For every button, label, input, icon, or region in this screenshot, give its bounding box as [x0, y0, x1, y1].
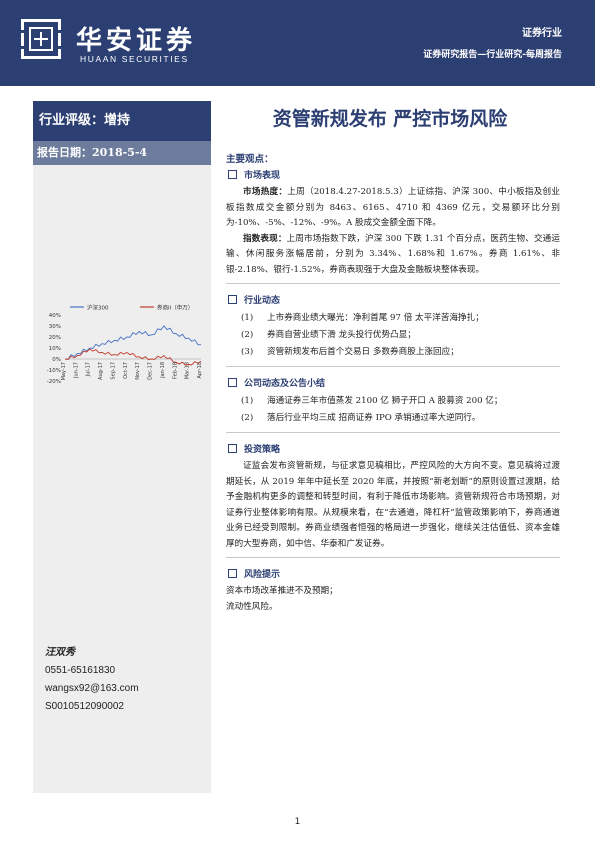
checkbox-square-icon	[228, 569, 237, 578]
series-line	[64, 348, 202, 366]
x-tick-label: Dec-17	[148, 362, 154, 380]
x-tick-label: Jul-17	[86, 362, 92, 377]
y-tick-label: -20%	[47, 379, 61, 385]
list-item: (1) 海通证券三年市值蒸发 2100 亿 狮子开口 A 股募资 200 亿；	[241, 396, 503, 406]
divider	[226, 557, 560, 558]
author-block: 汪双秀 0551-65161830 wangsx92@163.com S0010…	[45, 644, 139, 716]
section-company-heading: 公司动态及公告小结	[228, 376, 560, 389]
report-type: 证券研究报告—行业研究-每周报告	[423, 50, 562, 60]
y-tick-label: 40%	[49, 313, 61, 319]
chart-y-axis: 40% 30% 20% 10% 0% -10% -20%	[47, 313, 201, 385]
x-tick-label: Apr-18	[197, 362, 203, 379]
divider	[226, 366, 560, 367]
para-text: 上周（2018.4.27-2018.5.3）上证综指、沪深 300、中小板指及创…	[226, 187, 560, 228]
y-tick-label: 20%	[49, 335, 61, 341]
brand-name-en: HUAAN SECURITIES	[80, 54, 189, 64]
y-tick-label: 10%	[49, 346, 61, 352]
x-tick-label: Mar-18	[185, 362, 191, 379]
main-content: 主要观点： 市场表现 市场热度：上周（2018.4.27-2018.5.3）上证…	[226, 151, 560, 615]
risk-line: 资本市场改革推进不及预期；	[226, 586, 338, 596]
x-tick-label: Nov-17	[135, 362, 141, 380]
checkbox-square-icon	[228, 295, 237, 304]
list-item: (2) 落后行业平均三成 招商证券 IPO 承销通过率大逆同行。	[241, 413, 481, 423]
section-title: 公司动态及公告小结	[244, 379, 326, 389]
author-name: 汪双秀	[45, 647, 75, 658]
key-points-label: 主要观点：	[226, 154, 274, 165]
section-risk-heading: 风险提示	[228, 567, 560, 580]
brand-name-cn: 华安证券	[76, 26, 197, 56]
sidebar: 行业评级：增持 报告日期：2018-5-4 沪深300 券商II（申万） 40% 3…	[33, 101, 211, 793]
market-heat-paragraph: 市场热度：上周（2018.4.27-2018.5.3）上证综指、沪深 300、中…	[226, 185, 560, 232]
x-tick-label: Jun-17	[73, 362, 79, 379]
checkbox-square-icon	[228, 378, 237, 387]
x-tick-label: Oct-17	[123, 362, 129, 379]
checkbox-square-icon	[228, 170, 237, 179]
report-date: 报告日期：2018-5-4	[33, 141, 211, 165]
section-title: 行业动态	[244, 296, 281, 306]
chart-legend: 沪深300 券商II（申万）	[70, 304, 193, 312]
index-performance-paragraph: 指数表现：上周市场指数下跌，沪深 300 下跌 1.31 个百分点，医药生物、交…	[226, 232, 560, 279]
legend-label: 券商II（申万）	[157, 304, 193, 312]
para-text: 上周市场指数下跌，沪深 300 下跌 1.31 个百分点，医药生物、交通运输、休…	[226, 233, 560, 275]
author-cert: S0010512090002	[45, 701, 124, 712]
chart-x-axis: May-17 Jun-17 Jul-17 Aug-17 Sep-17 Oct-17 Nov-…	[61, 362, 203, 380]
section-strategy-heading: 投资策略	[228, 442, 560, 455]
divider	[226, 432, 560, 433]
page-number: 1	[294, 817, 301, 827]
section-title: 市场表现	[244, 171, 281, 181]
industry-list: (1) 上市券商业绩大曝光：净利首尾 97 倍 太平洋苦海挣扎； (2) 券商自营业…	[226, 310, 560, 361]
series-line	[64, 325, 202, 360]
section-title: 风险提示	[244, 570, 281, 580]
logo-icon	[21, 19, 61, 59]
list-item: (3) 资管新规发布后首个交易日 多数券商股上涨回应；	[241, 347, 459, 357]
x-tick-label: Jan-18	[160, 362, 166, 379]
header-band: 华安证券 HUAAN SECURITIES 证券行业 证券研究报告—行业研究-每…	[0, 0, 595, 86]
list-item: (2) 券商自营业绩下滑 龙头投行优势凸显；	[241, 330, 416, 340]
author-email[interactable]: wangsx92@163.com	[45, 683, 139, 694]
chart-series	[64, 325, 202, 366]
para-label: 指数表现：	[243, 233, 287, 244]
industry-rating: 行业评级：增持	[33, 101, 211, 141]
company-list: (1) 海通证券三年市值蒸发 2100 亿 狮子开口 A 股募资 200 亿； (…	[226, 393, 560, 427]
risk-line: 流动性风险。	[226, 601, 278, 612]
para-label: 市场热度：	[243, 187, 288, 197]
x-tick-label: Aug-17	[98, 362, 104, 380]
strategy-paragraph: 证监会发布资管新规，与征求意见稿相比，严控风险的大方向不变。意见稿将过渡期延长，…	[226, 461, 560, 549]
y-tick-label: 30%	[49, 324, 61, 330]
y-tick-label: -10%	[47, 368, 61, 374]
x-tick-label: Feb-18	[172, 362, 178, 379]
performance-chart: 沪深300 券商II（申万） 40% 30% 20% 10% 0% -10% -20% May…	[47, 304, 203, 386]
x-tick-label: May-17	[61, 362, 67, 380]
list-item: (1) 上市券商业绩大曝光：净利首尾 97 倍 太平洋苦海挣扎；	[241, 313, 484, 323]
author-phone: 0551-65161830	[45, 665, 116, 676]
section-industry-heading: 行业动态	[228, 293, 560, 306]
y-tick-label: 0%	[52, 357, 61, 363]
divider	[226, 283, 560, 284]
report-category: 证券行业	[522, 28, 562, 39]
checkbox-square-icon	[228, 444, 237, 453]
section-title: 投资策略	[244, 445, 281, 455]
section-market-heading: 市场表现	[228, 168, 560, 181]
report-title: 资管新规发布 严控市场风险	[272, 108, 508, 130]
legend-label: 沪深300	[87, 304, 109, 312]
x-tick-label: Sep-17	[110, 362, 116, 380]
